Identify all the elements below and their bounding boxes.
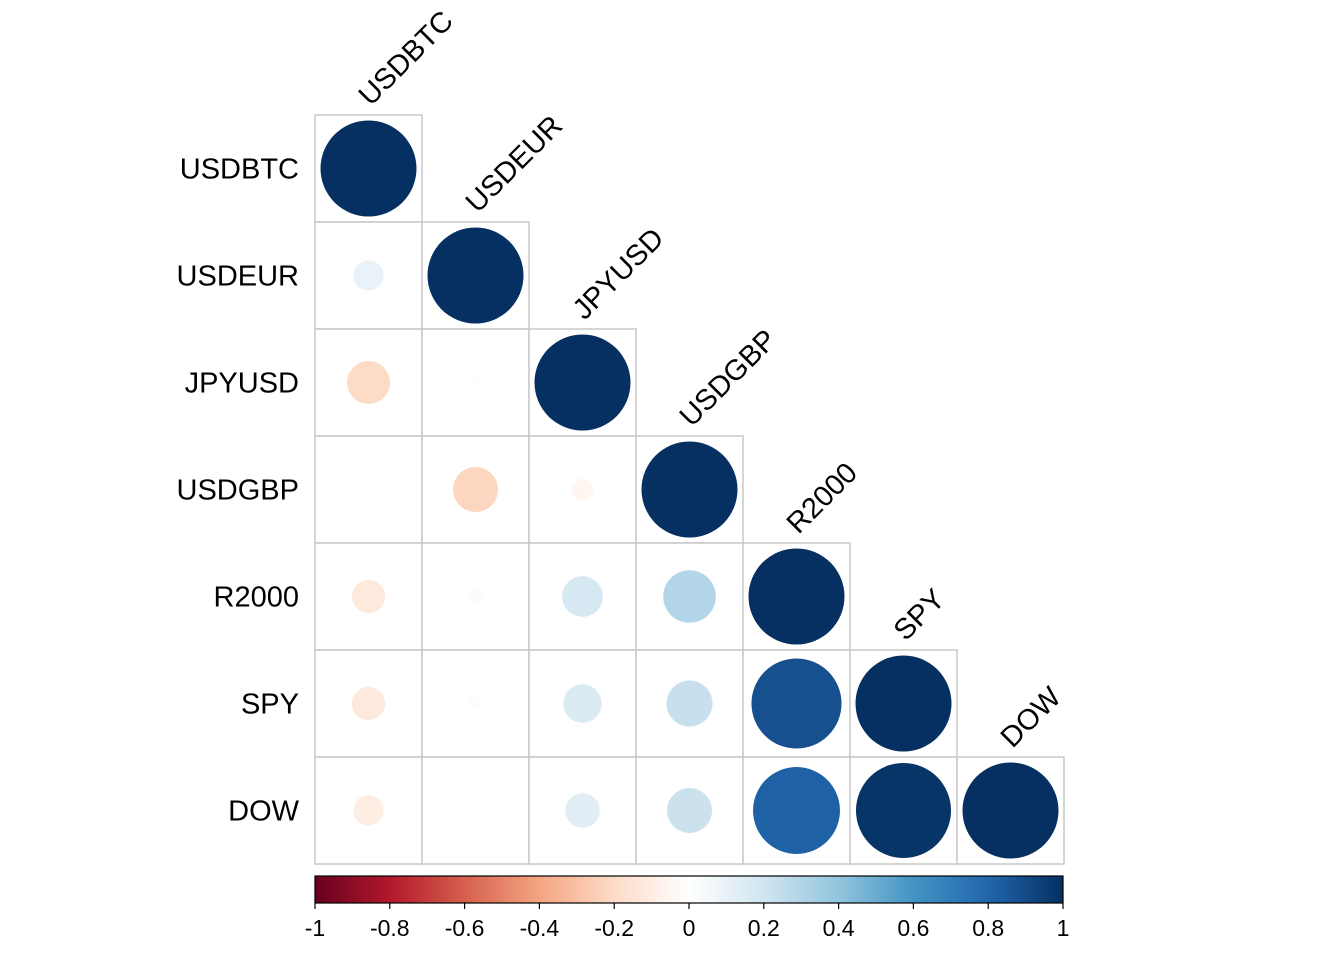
correlation-circle-r2000-usdeur <box>468 589 483 604</box>
correlation-circle-spy-usdeur <box>468 696 483 711</box>
correlation-circle-usdgbp-usdgbp <box>641 441 738 538</box>
correlation-circle-dow-jpyusd <box>565 793 600 828</box>
correlation-circle-dow-usdgbp <box>666 787 713 834</box>
colorbar-tick-label: -1 <box>305 915 325 941</box>
correlation-circle-dow-r2000 <box>753 767 840 854</box>
row-label-jpyusd: JPYUSD <box>185 368 299 400</box>
correlation-circle-usdgbp-usdeur <box>452 466 499 513</box>
row-label-spy: SPY <box>241 689 299 721</box>
correlation-circle-jpyusd-usdeur <box>470 377 481 388</box>
column-label-usdgbp: USDGBP <box>674 324 783 433</box>
correlation-circle-spy-spy <box>855 655 952 752</box>
row-label-r2000: R2000 <box>214 582 299 614</box>
correlation-circle-r2000-jpyusd <box>562 576 603 617</box>
colorbar-ticks: -1 -0.8 -0.6 -0.4 -0.2 0 0.2 0.4 0.6 0.8 1 <box>305 903 1070 941</box>
correlation-circle-dow-dow <box>962 762 1059 859</box>
colorbar-gradient <box>314 875 1064 904</box>
matrix-cell <box>421 756 530 865</box>
colorbar-tick-label: 0.2 <box>748 915 780 941</box>
matrix-cell <box>635 542 744 651</box>
correlation-circle-r2000-usdbtc <box>351 579 386 614</box>
correlation-circle-usdeur-usdbtc <box>353 260 384 291</box>
correlation-circle-usdbtc-usdbtc <box>320 120 417 217</box>
colorbar-tick-label: 0.8 <box>972 915 1004 941</box>
correlation-circle-r2000-r2000 <box>748 548 845 645</box>
correlation-circle-r2000-usdgbp <box>663 570 716 623</box>
correlation-circle-spy-jpyusd <box>563 684 602 723</box>
colorbar-tick-label: -0.8 <box>370 915 410 941</box>
correlation-circles <box>320 120 1059 859</box>
row-labels: USDBTC USDEUR JPYUSD USDGBP R2000 SPY DOW <box>177 154 300 828</box>
correlation-circle-jpyusd-jpyusd <box>534 334 631 431</box>
column-label-spy: SPY <box>888 583 952 647</box>
column-label-r2000: R2000 <box>781 457 864 540</box>
matrix-cell <box>314 756 423 865</box>
correlation-circle-spy-usdbtc <box>351 686 386 721</box>
colorbar-tick-label: 0.4 <box>823 915 855 941</box>
correlation-circle-spy-usdgbp <box>666 680 713 727</box>
correlation-circle-usdeur-usdeur <box>427 227 524 324</box>
colorbar-tick-label: 1 <box>1057 915 1070 941</box>
row-label-usdgbp: USDGBP <box>177 475 299 507</box>
colorbar-tick-label: -0.6 <box>445 915 485 941</box>
correlation-circle-usdgbp-jpyusd <box>571 478 594 501</box>
colorbar-tick-label: 0 <box>683 915 696 941</box>
colorbar-tick-label: 0.6 <box>897 915 929 941</box>
matrix-cell <box>314 435 423 544</box>
colorbar-tick-label: -0.2 <box>594 915 634 941</box>
colorbar: -1 -0.8 -0.6 -0.4 -0.2 0 0.2 0.4 0.6 0.8 1 <box>305 875 1070 941</box>
row-label-dow: DOW <box>228 796 300 828</box>
colorbar-tick-label: -0.4 <box>520 915 560 941</box>
column-label-usdeur: USDEUR <box>460 110 569 219</box>
correlation-circle-dow-usdbtc <box>353 795 384 826</box>
column-label-dow: DOW <box>995 681 1068 754</box>
matrix-cell <box>421 435 530 544</box>
correlation-circle-jpyusd-usdbtc <box>347 361 390 404</box>
correlation-circle-dow-spy <box>855 762 952 859</box>
row-label-usdeur: USDEUR <box>177 261 299 293</box>
column-label-usdbtc: USDBTC <box>353 5 460 112</box>
correlation-circle-spy-r2000 <box>751 658 842 749</box>
column-label-jpyusd: JPYUSD <box>567 222 671 326</box>
row-label-usdbtc: USDBTC <box>180 154 299 186</box>
